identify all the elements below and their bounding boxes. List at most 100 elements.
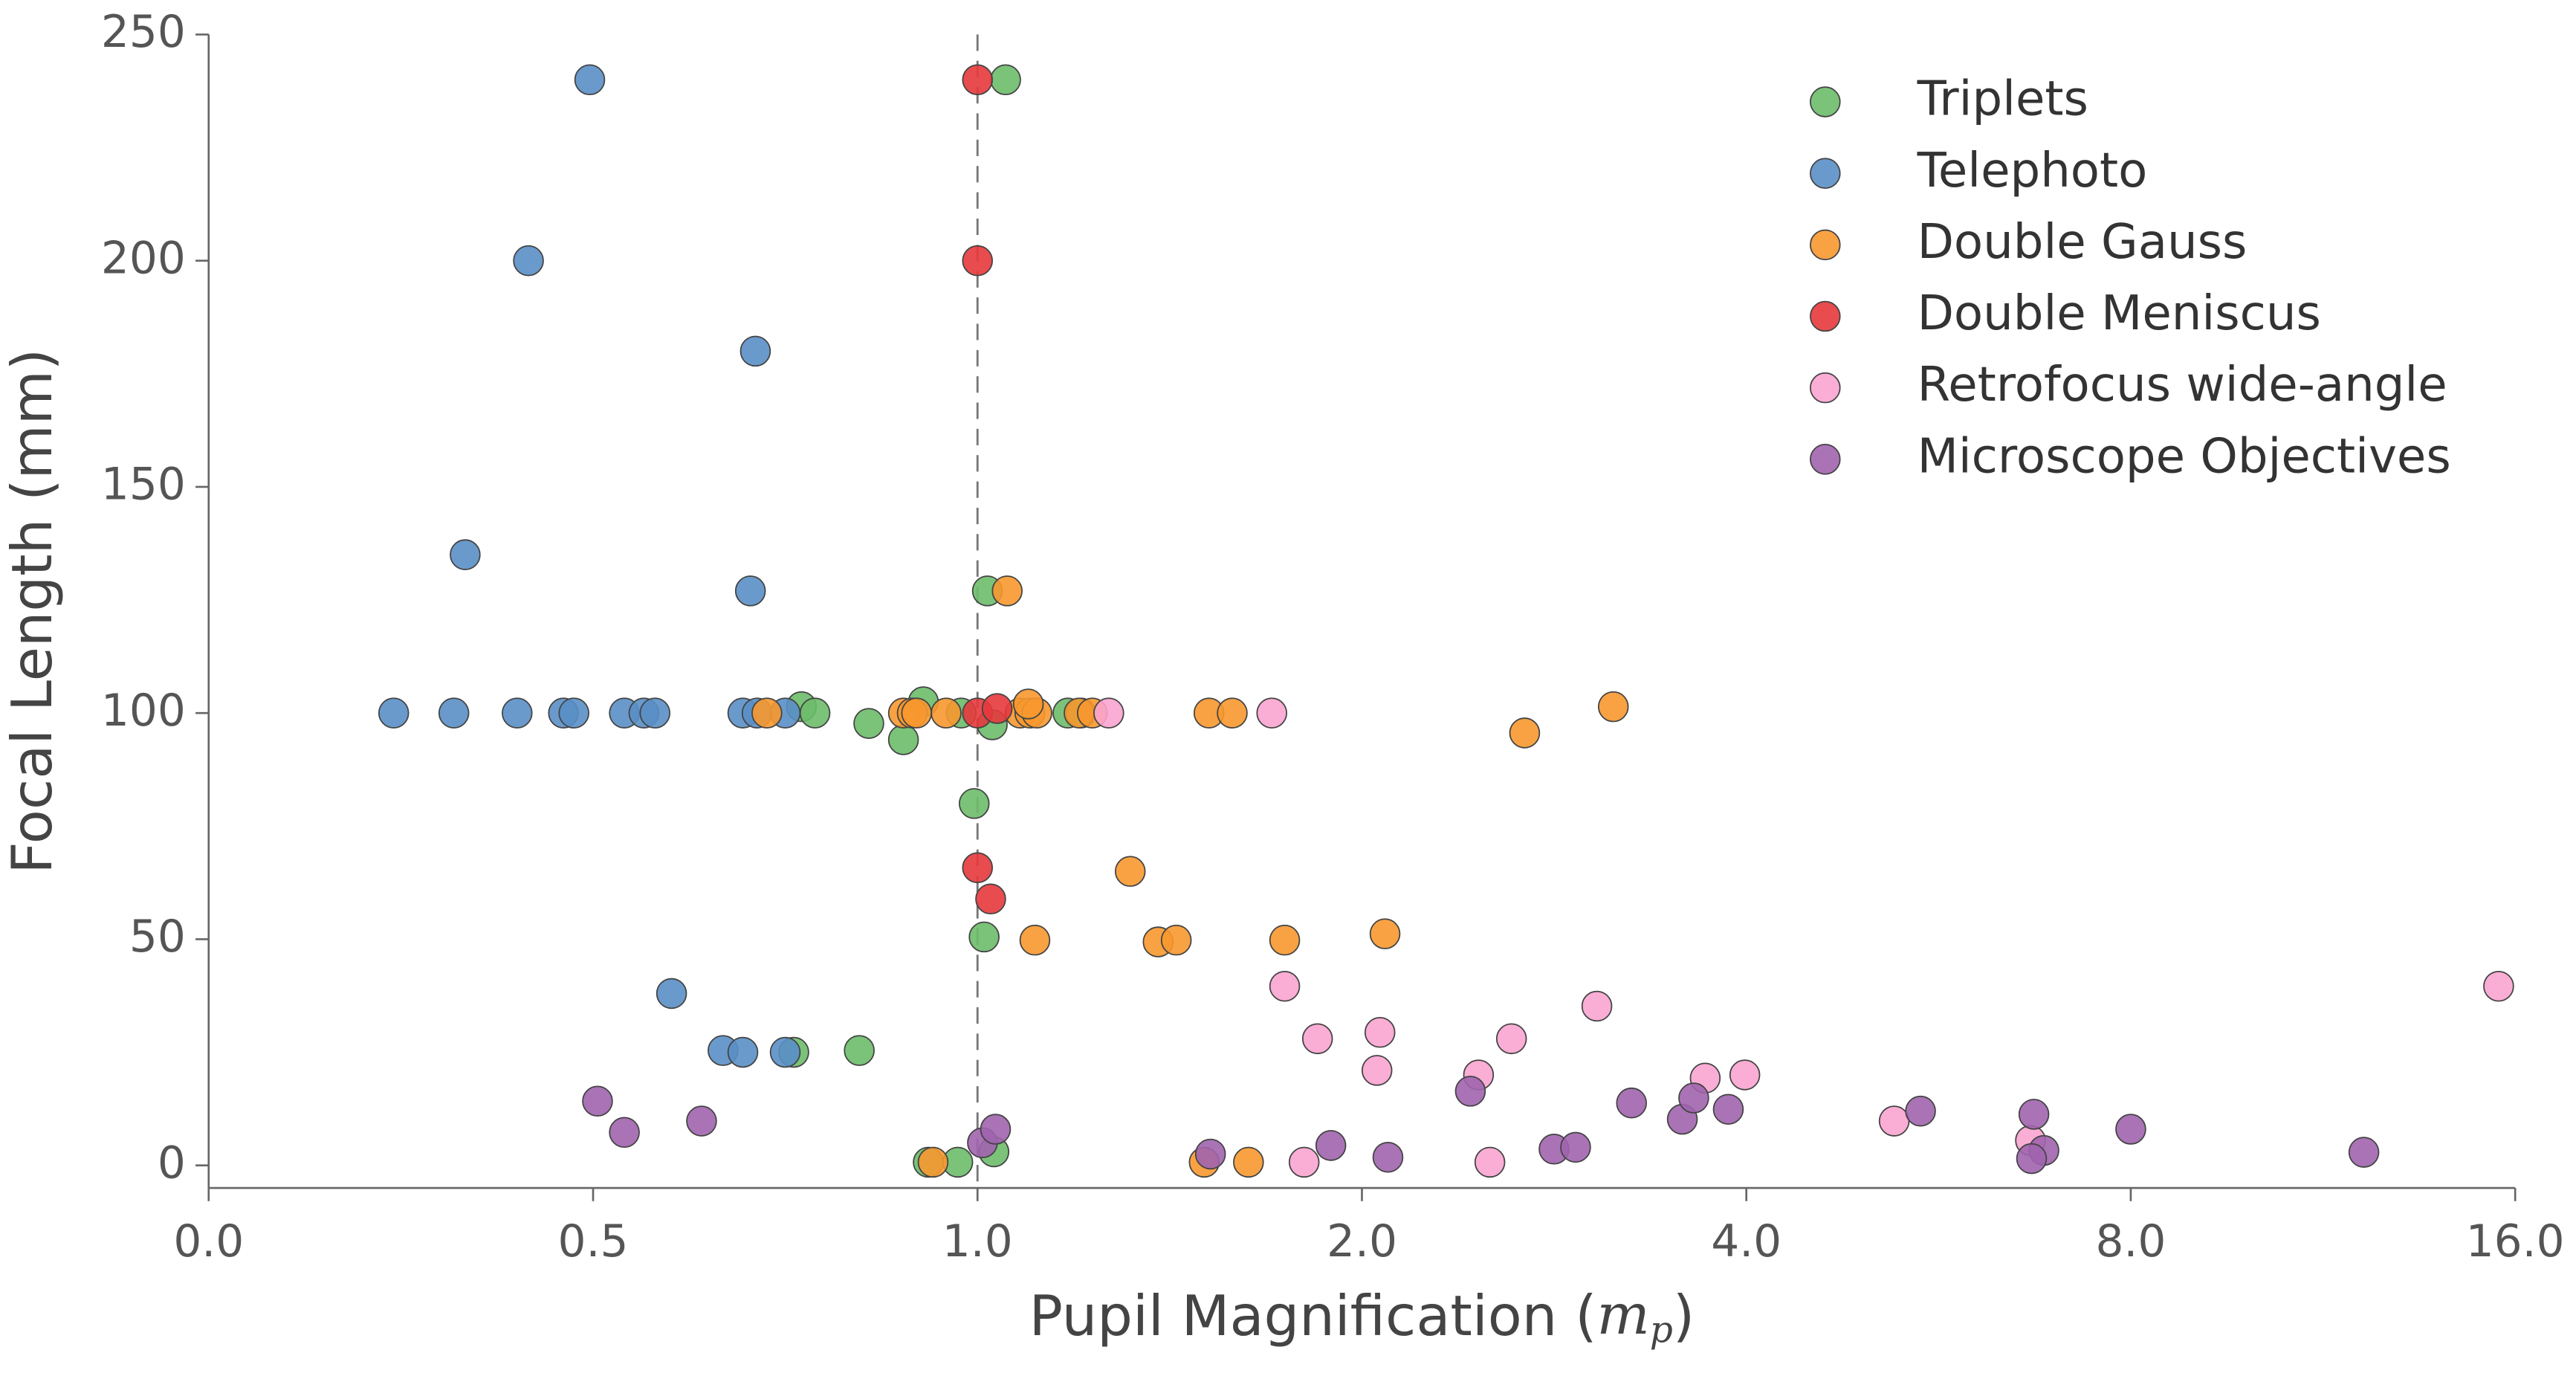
data-point	[799, 697, 831, 729]
data-point	[844, 1035, 875, 1066]
data-point	[1581, 990, 1613, 1022]
legend-label: Double Gauss	[1918, 215, 2247, 270]
x-tick-label: 4.0	[1711, 1216, 1781, 1267]
x-label-subscript: p	[1650, 1309, 1673, 1351]
x-tick-label: 1.0	[942, 1216, 1013, 1267]
x-label-end: )	[1673, 1282, 1695, 1348]
data-point	[1729, 1059, 1761, 1091]
data-point	[378, 697, 410, 729]
y-tick-label: 150	[101, 459, 186, 511]
data-point	[980, 1114, 1012, 1145]
data-point	[1019, 924, 1051, 956]
legend-label: Telephoto	[1917, 143, 2148, 198]
data-point	[2115, 1114, 2146, 1145]
x-axis-label: Pupil Magnification (mp)	[1029, 1282, 1695, 1351]
legend-marker	[1810, 300, 1841, 332]
data-point	[1269, 970, 1301, 1002]
data-point	[609, 1117, 640, 1149]
data-point	[975, 883, 1006, 915]
data-point	[2016, 1143, 2048, 1175]
data-point	[686, 1105, 717, 1137]
x-tick-label: 2.0	[1327, 1216, 1397, 1267]
legend-label: Retrofocus wide-angle	[1918, 358, 2447, 413]
x-label-text: Pupil Magnification (	[1029, 1282, 1597, 1348]
data-point	[769, 1036, 801, 1068]
data-point	[1678, 1082, 1709, 1114]
data-point	[558, 697, 589, 729]
x-tick-label: 0.5	[558, 1216, 629, 1267]
data-point	[901, 697, 933, 729]
data-point	[438, 697, 470, 729]
data-point	[502, 697, 533, 729]
data-point	[1093, 697, 1124, 729]
data-point	[1233, 1146, 1264, 1178]
data-point	[1372, 1141, 1404, 1173]
y-axis-label: Focal Length (mm)	[0, 349, 65, 874]
data-point	[2348, 1137, 2380, 1168]
x-tick-label: 0.0	[173, 1216, 244, 1267]
data-point	[513, 245, 544, 277]
data-point	[1012, 688, 1044, 720]
data-point	[1509, 717, 1541, 749]
data-point	[734, 575, 766, 607]
data-point	[1160, 924, 1192, 956]
legend-label: Double Meniscus	[1918, 286, 2321, 341]
legend-label: Triplets	[1917, 72, 2088, 127]
legend-marker	[1810, 86, 1841, 117]
data-point	[1256, 697, 1287, 729]
data-point	[990, 64, 1021, 96]
data-point	[853, 708, 884, 739]
data-point	[962, 852, 994, 884]
data-point	[968, 921, 1000, 953]
data-point	[740, 335, 771, 367]
data-point	[931, 697, 962, 729]
data-point	[1474, 1146, 1506, 1178]
data-point	[1878, 1105, 1910, 1137]
legend-marker	[1810, 444, 1841, 475]
y-tick-label: 100	[101, 685, 186, 737]
data-point	[450, 539, 481, 570]
data-point	[574, 64, 606, 96]
data-point	[1315, 1130, 1347, 1161]
legend-label: Microscope Objectives	[1918, 429, 2451, 484]
data-point	[958, 788, 990, 819]
data-point	[1454, 1076, 1486, 1107]
data-point	[1194, 1138, 1226, 1170]
data-point	[639, 697, 671, 729]
data-point	[582, 1085, 613, 1117]
y-tick-label: 50	[129, 911, 186, 963]
data-point	[1114, 856, 1146, 887]
data-point	[1905, 1095, 1936, 1127]
data-point	[1369, 918, 1401, 949]
y-tick-label: 200	[101, 233, 186, 284]
data-point	[1364, 1017, 1396, 1048]
data-point	[656, 978, 687, 1010]
x-tick-label: 8.0	[2095, 1216, 2166, 1267]
data-point	[1301, 1023, 1333, 1055]
data-point	[1597, 691, 1629, 723]
data-point	[2483, 970, 2514, 1002]
data-point	[751, 697, 783, 729]
data-point	[981, 693, 1013, 724]
data-point	[1560, 1131, 1591, 1163]
y-tick-label: 0	[158, 1137, 186, 1189]
data-point	[1616, 1087, 1647, 1119]
x-label-symbol: m	[1597, 1282, 1650, 1347]
data-point	[2018, 1099, 2050, 1130]
data-point	[962, 245, 994, 277]
data-point	[1495, 1023, 1527, 1055]
data-point	[1217, 697, 1248, 729]
legend-marker	[1810, 229, 1841, 261]
data-point	[1712, 1094, 1744, 1125]
data-point	[917, 1146, 949, 1178]
legend-marker	[1810, 372, 1841, 404]
data-point	[727, 1036, 759, 1068]
data-point	[1288, 1146, 1320, 1178]
data-point	[1269, 924, 1301, 956]
data-point	[1361, 1055, 1393, 1086]
data-point	[991, 575, 1023, 607]
data-point	[962, 64, 994, 96]
data-point	[887, 724, 919, 755]
x-tick-label: 16.0	[2466, 1216, 2565, 1267]
